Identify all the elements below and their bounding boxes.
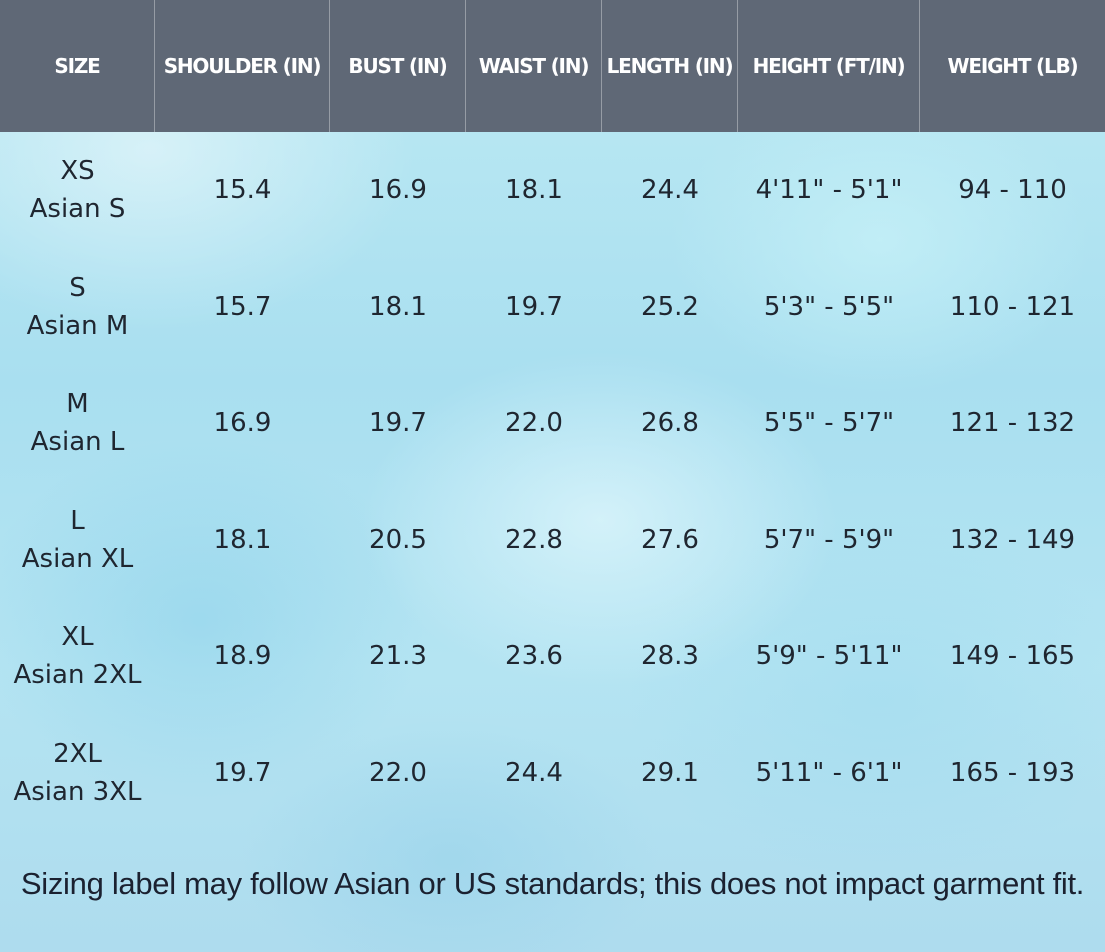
table-row: L Asian XL 18.1 20.5 22.8 27.6 5'7" - 5'… <box>0 482 1105 599</box>
size-label: L <box>70 505 85 536</box>
table-row: M Asian L 16.9 19.7 22.0 26.8 5'5" - 5'7… <box>0 365 1105 482</box>
size-cell: L Asian XL <box>0 502 155 578</box>
asian-size-label: Asian S <box>29 194 126 225</box>
table-header: SIZE SHOULDER (IN) BUST (IN) WAIST (IN) … <box>0 0 1105 132</box>
bust-value: 22.0 <box>369 757 427 788</box>
shoulder-value: 18.1 <box>213 524 272 555</box>
size-cell: M Asian L <box>0 385 155 461</box>
waist-value: 22.0 <box>505 408 563 439</box>
weight-value: 132 - 149 <box>949 524 1076 555</box>
bust-value: 18.1 <box>369 291 427 322</box>
size-table-body: XS Asian S 15.4 16.9 18.1 24.4 4'11" - 5… <box>0 132 1105 831</box>
length-value: 27.6 <box>641 524 699 555</box>
header-weight: WEIGHT (LB) <box>947 54 1079 78</box>
asian-size-label: Asian 3XL <box>13 776 142 807</box>
bust-value: 19.7 <box>369 408 427 439</box>
header-height: HEIGHT (FT/IN) <box>738 0 920 132</box>
size-label: 2XL <box>53 738 102 769</box>
weight-value: 149 - 165 <box>949 641 1076 672</box>
asian-size-label: Asian 2XL <box>13 660 142 691</box>
bust-value: 21.3 <box>369 641 427 672</box>
header-size: SIZE <box>0 0 155 132</box>
sizing-footnote: Sizing label may follow Asian or US stan… <box>20 866 1085 901</box>
size-cell: S Asian M <box>0 269 155 345</box>
asian-size-label: Asian XL <box>21 543 134 574</box>
header-shoulder: SHOULDER (IN) <box>155 0 330 132</box>
height-value: 5'11" - 6'1" <box>755 757 903 788</box>
height-value: 4'11" - 5'1" <box>755 175 903 206</box>
shoulder-value: 18.9 <box>213 641 272 672</box>
weight-value: 110 - 121 <box>949 291 1076 322</box>
header-length: LENGTH (IN) <box>602 0 738 132</box>
length-value: 26.8 <box>641 408 699 439</box>
asian-size-label: Asian M <box>26 310 129 341</box>
size-cell: 2XL Asian 3XL <box>0 735 155 811</box>
height-value: 5'9" - 5'11" <box>755 641 903 672</box>
height-value: 5'7" - 5'9" <box>763 524 895 555</box>
weight-value: 165 - 193 <box>949 757 1076 788</box>
height-value: 5'3" - 5'5" <box>763 291 895 322</box>
length-value: 29.1 <box>641 757 699 788</box>
shoulder-value: 16.9 <box>213 408 272 439</box>
waist-value: 23.6 <box>505 641 563 672</box>
table-row: 2XL Asian 3XL 19.7 22.0 24.4 29.1 5'11" … <box>0 715 1105 832</box>
size-label: XL <box>61 622 94 653</box>
bust-value: 20.5 <box>369 524 427 555</box>
weight-value: 94 - 110 <box>958 175 1067 206</box>
size-cell: XL Asian 2XL <box>0 618 155 694</box>
table-row: S Asian M 15.7 18.1 19.7 25.2 5'3" - 5'5… <box>0 249 1105 366</box>
table-row: XS Asian S 15.4 16.9 18.1 24.4 4'11" - 5… <box>0 132 1105 249</box>
height-value: 5'5" - 5'7" <box>763 408 895 439</box>
waist-value: 18.1 <box>505 175 563 206</box>
waist-value: 24.4 <box>505 757 563 788</box>
header-bust: BUST (IN) <box>330 0 466 132</box>
table-row: XL Asian 2XL 18.9 21.3 23.6 28.3 5'9" - … <box>0 598 1105 715</box>
shoulder-value: 19.7 <box>213 757 272 788</box>
size-label: S <box>69 272 86 303</box>
waist-value: 22.8 <box>505 524 563 555</box>
size-label: M <box>66 389 89 420</box>
length-value: 28.3 <box>641 641 699 672</box>
weight-value: 121 - 132 <box>949 408 1076 439</box>
size-label: XS <box>60 156 95 187</box>
length-value: 24.4 <box>641 175 699 206</box>
bust-value: 16.9 <box>369 175 427 206</box>
size-cell: XS Asian S <box>0 152 155 228</box>
waist-value: 19.7 <box>505 291 563 322</box>
asian-size-label: Asian L <box>30 427 125 458</box>
shoulder-value: 15.4 <box>213 175 272 206</box>
length-value: 25.2 <box>641 291 699 322</box>
shoulder-value: 15.7 <box>213 291 272 322</box>
header-waist: WAIST (IN) <box>466 0 602 132</box>
